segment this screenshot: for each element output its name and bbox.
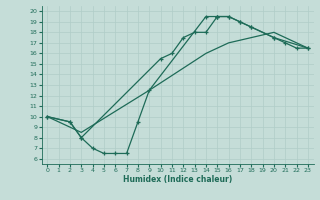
- X-axis label: Humidex (Indice chaleur): Humidex (Indice chaleur): [123, 175, 232, 184]
